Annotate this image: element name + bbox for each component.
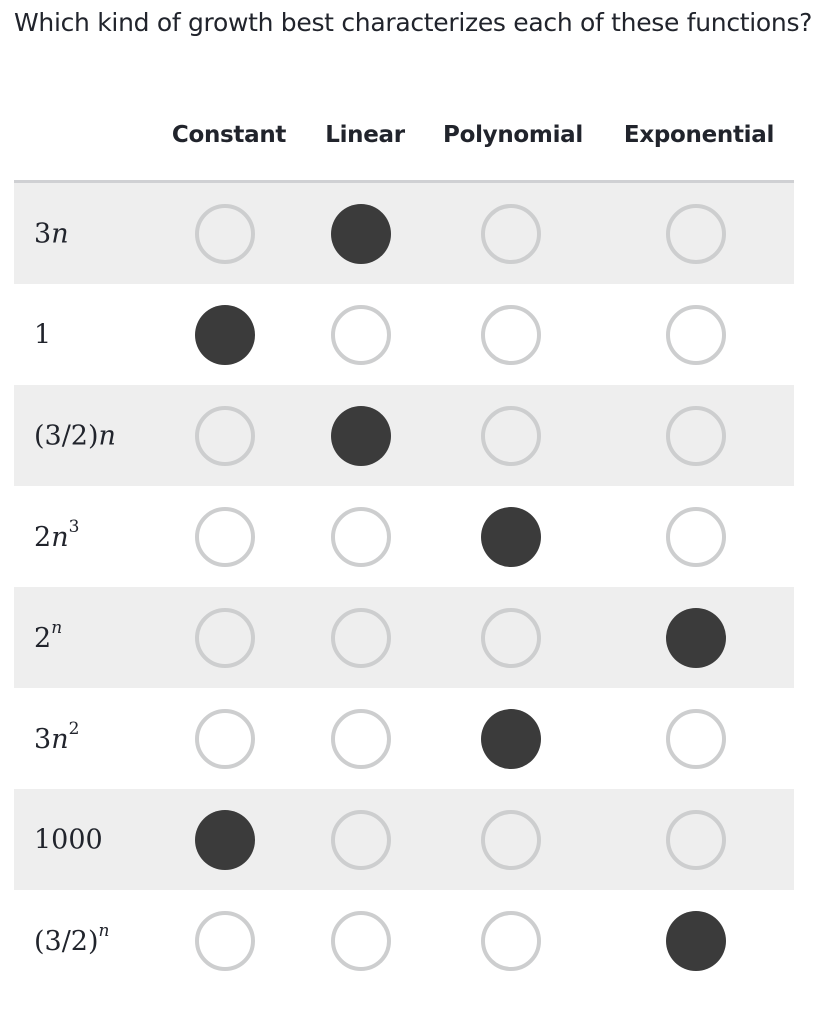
radio-constant-selected[interactable] [195, 304, 255, 365]
column-header-linear: Linear [325, 122, 405, 148]
radio-exponential[interactable] [666, 304, 726, 365]
matrix-row: 3n2 [14, 688, 794, 789]
function-exponent: n [51, 617, 63, 638]
matrix-row: (3/2)n [14, 890, 794, 991]
function-term: 2 [34, 521, 52, 553]
column-header-constant: Constant [171, 122, 287, 148]
radio-polynomial[interactable] [481, 304, 541, 365]
radio-exponential[interactable] [666, 405, 726, 466]
function-exponent: n [98, 920, 110, 941]
function-term: 3 [34, 218, 52, 249]
radio-exponential[interactable] [666, 506, 726, 567]
function-term: n [98, 420, 116, 451]
function-term: 3 [34, 723, 52, 755]
matrix-row: 3n [14, 183, 794, 284]
radio-exponential-selected[interactable] [666, 910, 726, 971]
function-term: (3/2) [34, 420, 99, 451]
radio-linear-selected[interactable] [331, 203, 391, 264]
function-label: 3n2 [34, 719, 79, 755]
function-label: 3n [34, 218, 69, 249]
radio-linear[interactable] [331, 304, 391, 365]
function-term: n [51, 521, 69, 553]
radio-polynomial-selected[interactable] [481, 506, 541, 567]
radio-linear[interactable] [331, 506, 391, 567]
radio-exponential[interactable] [666, 809, 726, 870]
function-term: 2 [34, 622, 52, 654]
function-label: 1 [34, 319, 51, 350]
function-label: 2n3 [34, 517, 79, 553]
radio-linear-selected[interactable] [331, 405, 391, 466]
growth-matrix: Constant Linear Polynomial Exponential 3… [14, 100, 794, 991]
function-term: 1 [34, 319, 52, 350]
matrix-rows: 3n 1 (3/2)n 2n3 2n 3n2 1000 (3/2)n [14, 183, 794, 991]
radio-linear[interactable] [331, 607, 391, 668]
radio-polynomial[interactable] [481, 405, 541, 466]
radio-constant[interactable] [195, 910, 255, 971]
function-term: n [51, 723, 69, 755]
radio-polynomial[interactable] [481, 809, 541, 870]
radio-polynomial[interactable] [481, 203, 541, 264]
radio-linear[interactable] [331, 910, 391, 971]
column-header-exponential: Exponential [623, 122, 775, 148]
radio-exponential[interactable] [666, 203, 726, 264]
radio-constant[interactable] [195, 708, 255, 769]
radio-exponential[interactable] [666, 708, 726, 769]
radio-linear[interactable] [331, 809, 391, 870]
radio-constant[interactable] [195, 405, 255, 466]
matrix-row: 2n3 [14, 486, 794, 587]
radio-constant-selected[interactable] [195, 809, 255, 870]
function-exponent: 2 [68, 718, 80, 739]
radio-linear[interactable] [331, 708, 391, 769]
radio-polynomial-selected[interactable] [481, 708, 541, 769]
matrix-row: 1 [14, 284, 794, 385]
radio-exponential-selected[interactable] [666, 607, 726, 668]
function-label: 2n [34, 618, 62, 654]
column-header-polynomial: Polynomial [443, 122, 583, 148]
matrix-row: (3/2)n [14, 385, 794, 486]
function-term: (3/2) [34, 925, 99, 957]
matrix-row: 1000 [14, 789, 794, 890]
question-prompt: Which kind of growth best characterizes … [14, 8, 813, 37]
radio-constant[interactable] [195, 203, 255, 264]
radio-constant[interactable] [195, 607, 255, 668]
radio-polynomial[interactable] [481, 607, 541, 668]
function-term: n [51, 218, 69, 249]
radio-polynomial[interactable] [481, 910, 541, 971]
matrix-header: Constant Linear Polynomial Exponential [14, 100, 794, 183]
function-label: (3/2)n [34, 420, 116, 451]
matrix-row: 2n [14, 587, 794, 688]
function-label: 1000 [34, 824, 103, 855]
function-exponent: 3 [68, 516, 80, 537]
function-term: 1000 [34, 824, 103, 855]
function-label: (3/2)n [34, 921, 109, 957]
radio-constant[interactable] [195, 506, 255, 567]
